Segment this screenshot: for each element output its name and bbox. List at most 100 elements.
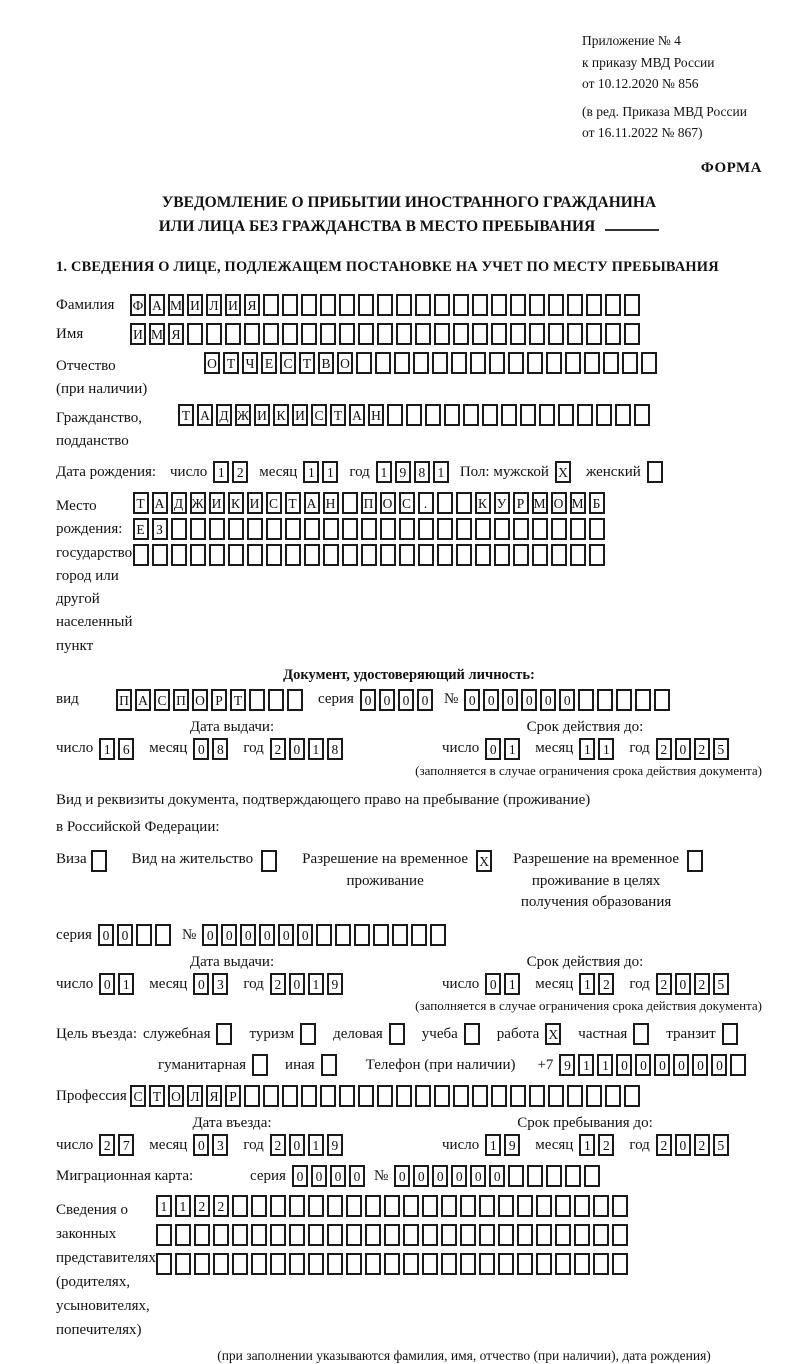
- char-cell: [491, 323, 507, 345]
- char-cell: Я: [206, 1085, 222, 1107]
- char-cell: 0: [432, 1165, 449, 1187]
- char-cell: [635, 688, 652, 711]
- char-cell: 0: [413, 1165, 430, 1187]
- month-label: месяц: [149, 1136, 188, 1153]
- char-cell: [531, 544, 548, 566]
- representatives-block: Сведения о законных представителях (роди…: [56, 1195, 762, 1342]
- char-cell: [546, 352, 562, 374]
- char-cell: [303, 544, 320, 566]
- char-cell: [434, 294, 450, 316]
- char-cell: [170, 544, 187, 566]
- identity-doc-heading: Документ, удостоверяющий личность:: [283, 666, 535, 683]
- char-cell: [345, 1253, 362, 1275]
- char-cell: [687, 849, 704, 872]
- year-label: год: [629, 975, 650, 992]
- char-cell: 1: [213, 461, 230, 483]
- char-cell: 2: [655, 737, 672, 760]
- appendix-line: к приказу МВД России: [582, 54, 715, 70]
- residence-intro-line1: Вид и реквизиты документа, подтверждающе…: [56, 791, 591, 808]
- char-cell: С: [280, 352, 296, 374]
- char-cell: [339, 1085, 355, 1107]
- char-cell: К: [227, 492, 244, 514]
- char-cell: [512, 518, 529, 540]
- char-cell: [478, 1195, 495, 1217]
- char-cell: [730, 1054, 747, 1076]
- char-cell: И: [246, 492, 263, 514]
- char-cell: [434, 1085, 450, 1107]
- char-cell: И: [208, 492, 225, 514]
- char-cell: [284, 544, 301, 566]
- char-cell: [227, 518, 244, 540]
- gender-female-checkbox: [646, 461, 666, 483]
- char-cell: [421, 1253, 438, 1275]
- year-label: год: [243, 975, 264, 992]
- char-cell: X: [554, 461, 571, 483]
- char-cell: [569, 518, 586, 540]
- char-cell: [307, 1195, 324, 1217]
- appendix-line: Приложение № 4: [582, 33, 681, 48]
- char-cell: 0: [674, 973, 691, 995]
- char-cell: 0: [540, 688, 557, 711]
- char-cell: О: [379, 492, 396, 514]
- char-cell: 6: [118, 737, 135, 760]
- char-cell: [493, 518, 510, 540]
- char-cell: 9: [559, 1054, 576, 1076]
- char-cell: [451, 352, 467, 374]
- year-label: год: [349, 463, 370, 480]
- char-cell: [455, 492, 472, 514]
- char-cell: [459, 1253, 476, 1275]
- char-cell: [529, 323, 545, 345]
- char-cell: [493, 544, 510, 566]
- char-cell: [624, 1085, 640, 1107]
- char-cell: [282, 323, 298, 345]
- char-cell: [301, 323, 317, 345]
- temp-residence-edu-label: Разрешение на временное проживание в цел…: [513, 850, 680, 911]
- doc-series-label: серия: [318, 691, 354, 708]
- char-cell: [624, 323, 640, 345]
- char-cell: 0: [278, 924, 295, 946]
- char-cell: [396, 294, 412, 316]
- birthdate-label: Дата рождения:: [56, 463, 157, 480]
- char-cell: Н: [368, 404, 384, 426]
- char-cell: [616, 688, 633, 711]
- year-label: год: [243, 740, 264, 757]
- migration-series-label: серия: [250, 1167, 286, 1184]
- char-cell: 0: [193, 973, 210, 995]
- year-label: год: [629, 1136, 650, 1153]
- char-cell: [261, 849, 278, 872]
- char-cell: [565, 352, 581, 374]
- char-cell: [548, 323, 564, 345]
- char-cell: 5: [712, 1134, 729, 1156]
- purpose-transit-label: транзит: [666, 1025, 716, 1042]
- char-cell: [472, 1085, 488, 1107]
- residence-expiry-heading: Срок действия до:: [526, 954, 644, 970]
- char-cell: [472, 294, 488, 316]
- char-cell: [605, 323, 621, 345]
- char-cell: 8: [212, 737, 229, 760]
- temp-residence-label: Разрешение на временное проживание: [302, 850, 469, 889]
- birthplace-row3: [132, 544, 608, 566]
- char-cell: 2: [212, 1195, 229, 1217]
- visa-label: Виза: [56, 850, 87, 867]
- char-cell: [430, 924, 447, 946]
- char-cell: [250, 1253, 267, 1275]
- month-label: месяц: [149, 975, 188, 992]
- char-cell: [151, 544, 168, 566]
- char-cell: 1: [174, 1195, 191, 1217]
